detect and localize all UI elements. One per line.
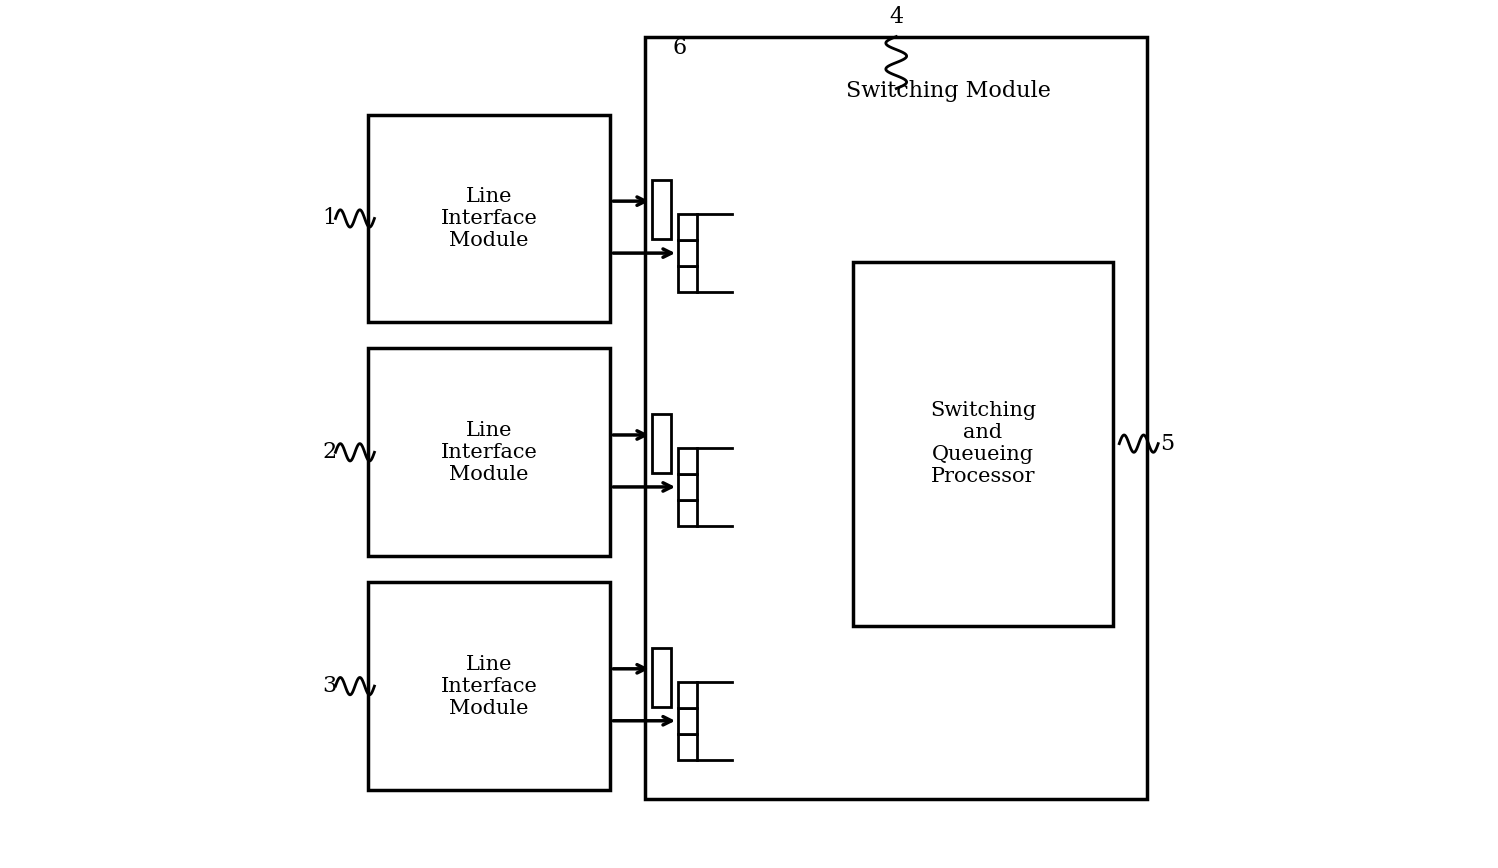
FancyBboxPatch shape xyxy=(679,214,697,240)
FancyBboxPatch shape xyxy=(679,266,697,292)
FancyBboxPatch shape xyxy=(652,414,671,473)
FancyBboxPatch shape xyxy=(646,36,1147,799)
Text: 4: 4 xyxy=(890,6,903,28)
FancyBboxPatch shape xyxy=(652,181,671,240)
FancyBboxPatch shape xyxy=(369,348,610,556)
FancyBboxPatch shape xyxy=(652,648,671,707)
FancyBboxPatch shape xyxy=(369,582,610,790)
FancyBboxPatch shape xyxy=(679,707,697,733)
Text: 2: 2 xyxy=(322,441,337,464)
FancyBboxPatch shape xyxy=(679,448,697,474)
FancyBboxPatch shape xyxy=(679,240,697,266)
FancyBboxPatch shape xyxy=(852,262,1113,626)
FancyBboxPatch shape xyxy=(369,115,610,322)
Text: Line
Interface
Module: Line Interface Module xyxy=(440,421,538,483)
Text: 3: 3 xyxy=(322,675,337,697)
Text: 5: 5 xyxy=(1161,432,1174,455)
FancyBboxPatch shape xyxy=(679,500,697,526)
Text: 6: 6 xyxy=(673,36,686,59)
Text: Line
Interface
Module: Line Interface Module xyxy=(440,187,538,250)
Text: Switching Module: Switching Module xyxy=(846,80,1050,102)
Text: Switching
and
Queueing
Processor: Switching and Queueing Processor xyxy=(930,401,1037,486)
Text: Line
Interface
Module: Line Interface Module xyxy=(440,654,538,718)
FancyBboxPatch shape xyxy=(679,474,697,500)
FancyBboxPatch shape xyxy=(679,681,697,707)
Text: 1: 1 xyxy=(322,207,337,229)
FancyBboxPatch shape xyxy=(679,733,697,760)
